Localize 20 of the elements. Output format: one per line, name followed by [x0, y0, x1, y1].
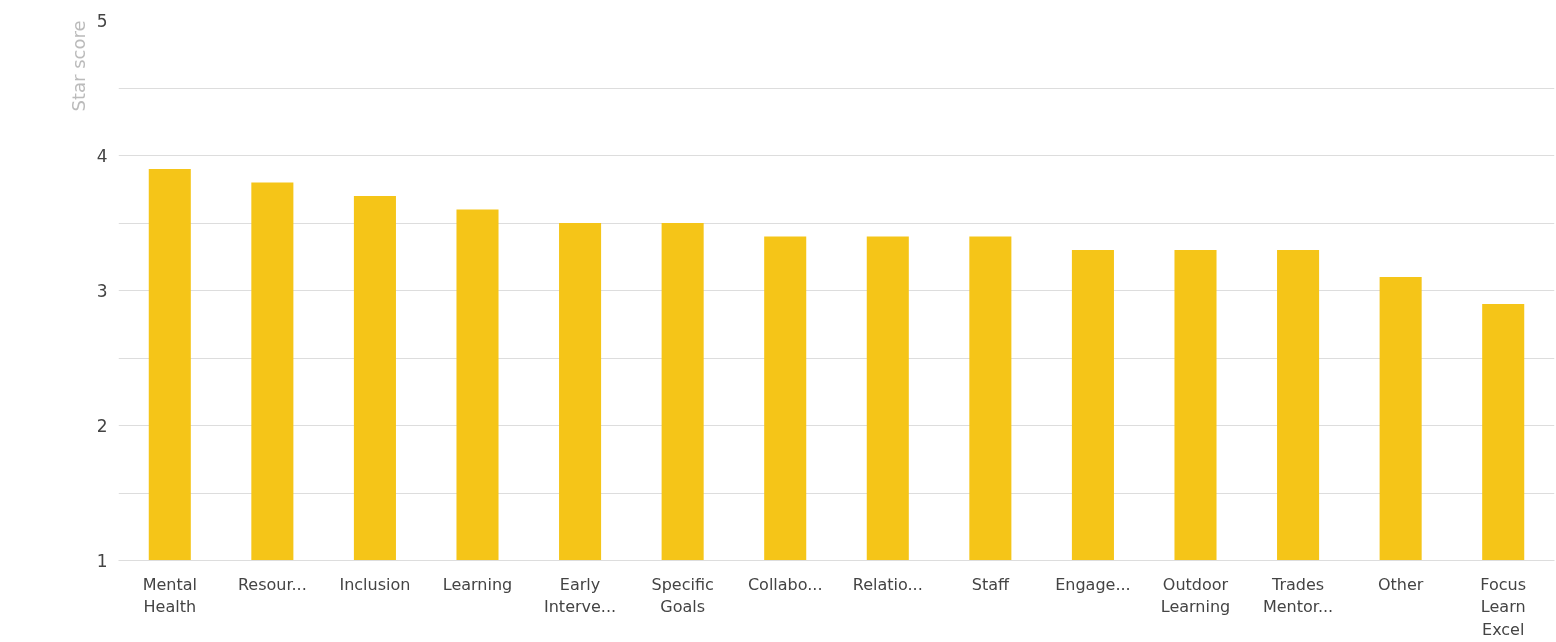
x-tick-label: Engage... [1055, 574, 1131, 594]
y-tick-label: 2 [96, 416, 108, 436]
x-tick-label: Early Interve... [544, 574, 617, 617]
y-tick-label: 3 [96, 281, 108, 301]
x-tick-label: Specific Goals [651, 574, 714, 617]
x-tick-label: Staff [971, 574, 1010, 594]
x-tick-label: Learning [442, 574, 513, 594]
x-tick-label: Collabo... [747, 574, 823, 594]
x-tick-label: Trades Mentor... [1262, 574, 1334, 617]
x-tick-label: Inclusion [339, 574, 411, 594]
x-tick-label: Resour... [237, 574, 307, 594]
x-tick-label: Outdoor Learning [1160, 574, 1231, 617]
x-tick-label: Mental Health [142, 574, 197, 617]
y-tick-label: 5 [96, 11, 108, 31]
x-tick-label: Other [1377, 574, 1424, 594]
y-tick-label: 1 [96, 551, 108, 571]
y-axis-title: Star score [67, 20, 89, 112]
x-tick-label: Relatio... [852, 574, 923, 594]
y-tick-label: 4 [96, 146, 108, 166]
x-tick-label: Focus Learn Excel [1480, 574, 1527, 640]
